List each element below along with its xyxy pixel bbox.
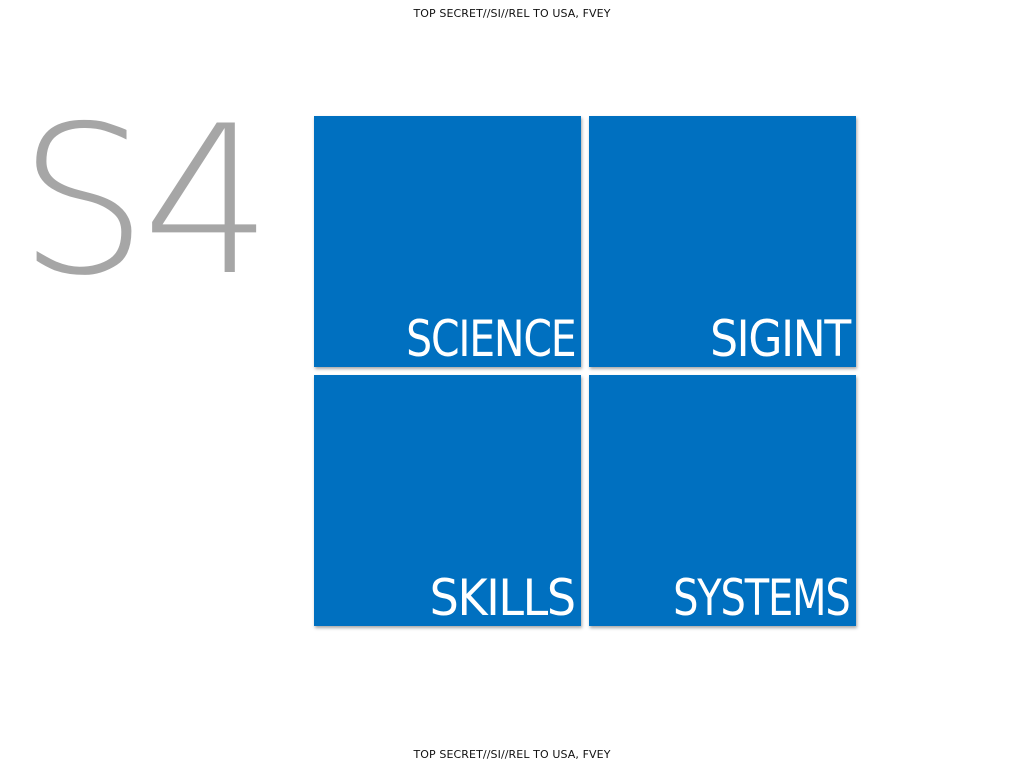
tile-sigint: SIGINT [589,116,856,367]
tile-science: SCIENCE [314,116,581,367]
tile-label-sigint: SIGINT [710,310,851,367]
tile-skills: SKILLS [314,375,581,626]
tile-label-skills: SKILLS [429,569,576,626]
s4-logo-text: S4 [18,83,273,321]
tile-label-science: SCIENCE [405,310,576,367]
tile-grid: SCIENCE SIGINT SKILLS SYSTEMS [314,116,857,627]
classification-banner-top: TOP SECRET//SI//REL TO USA, FVEY [413,7,611,20]
tile-systems: SYSTEMS [589,375,856,626]
tile-label-systems: SYSTEMS [673,569,852,626]
classification-banner-bottom: TOP SECRET//SI//REL TO USA, FVEY [413,748,611,761]
